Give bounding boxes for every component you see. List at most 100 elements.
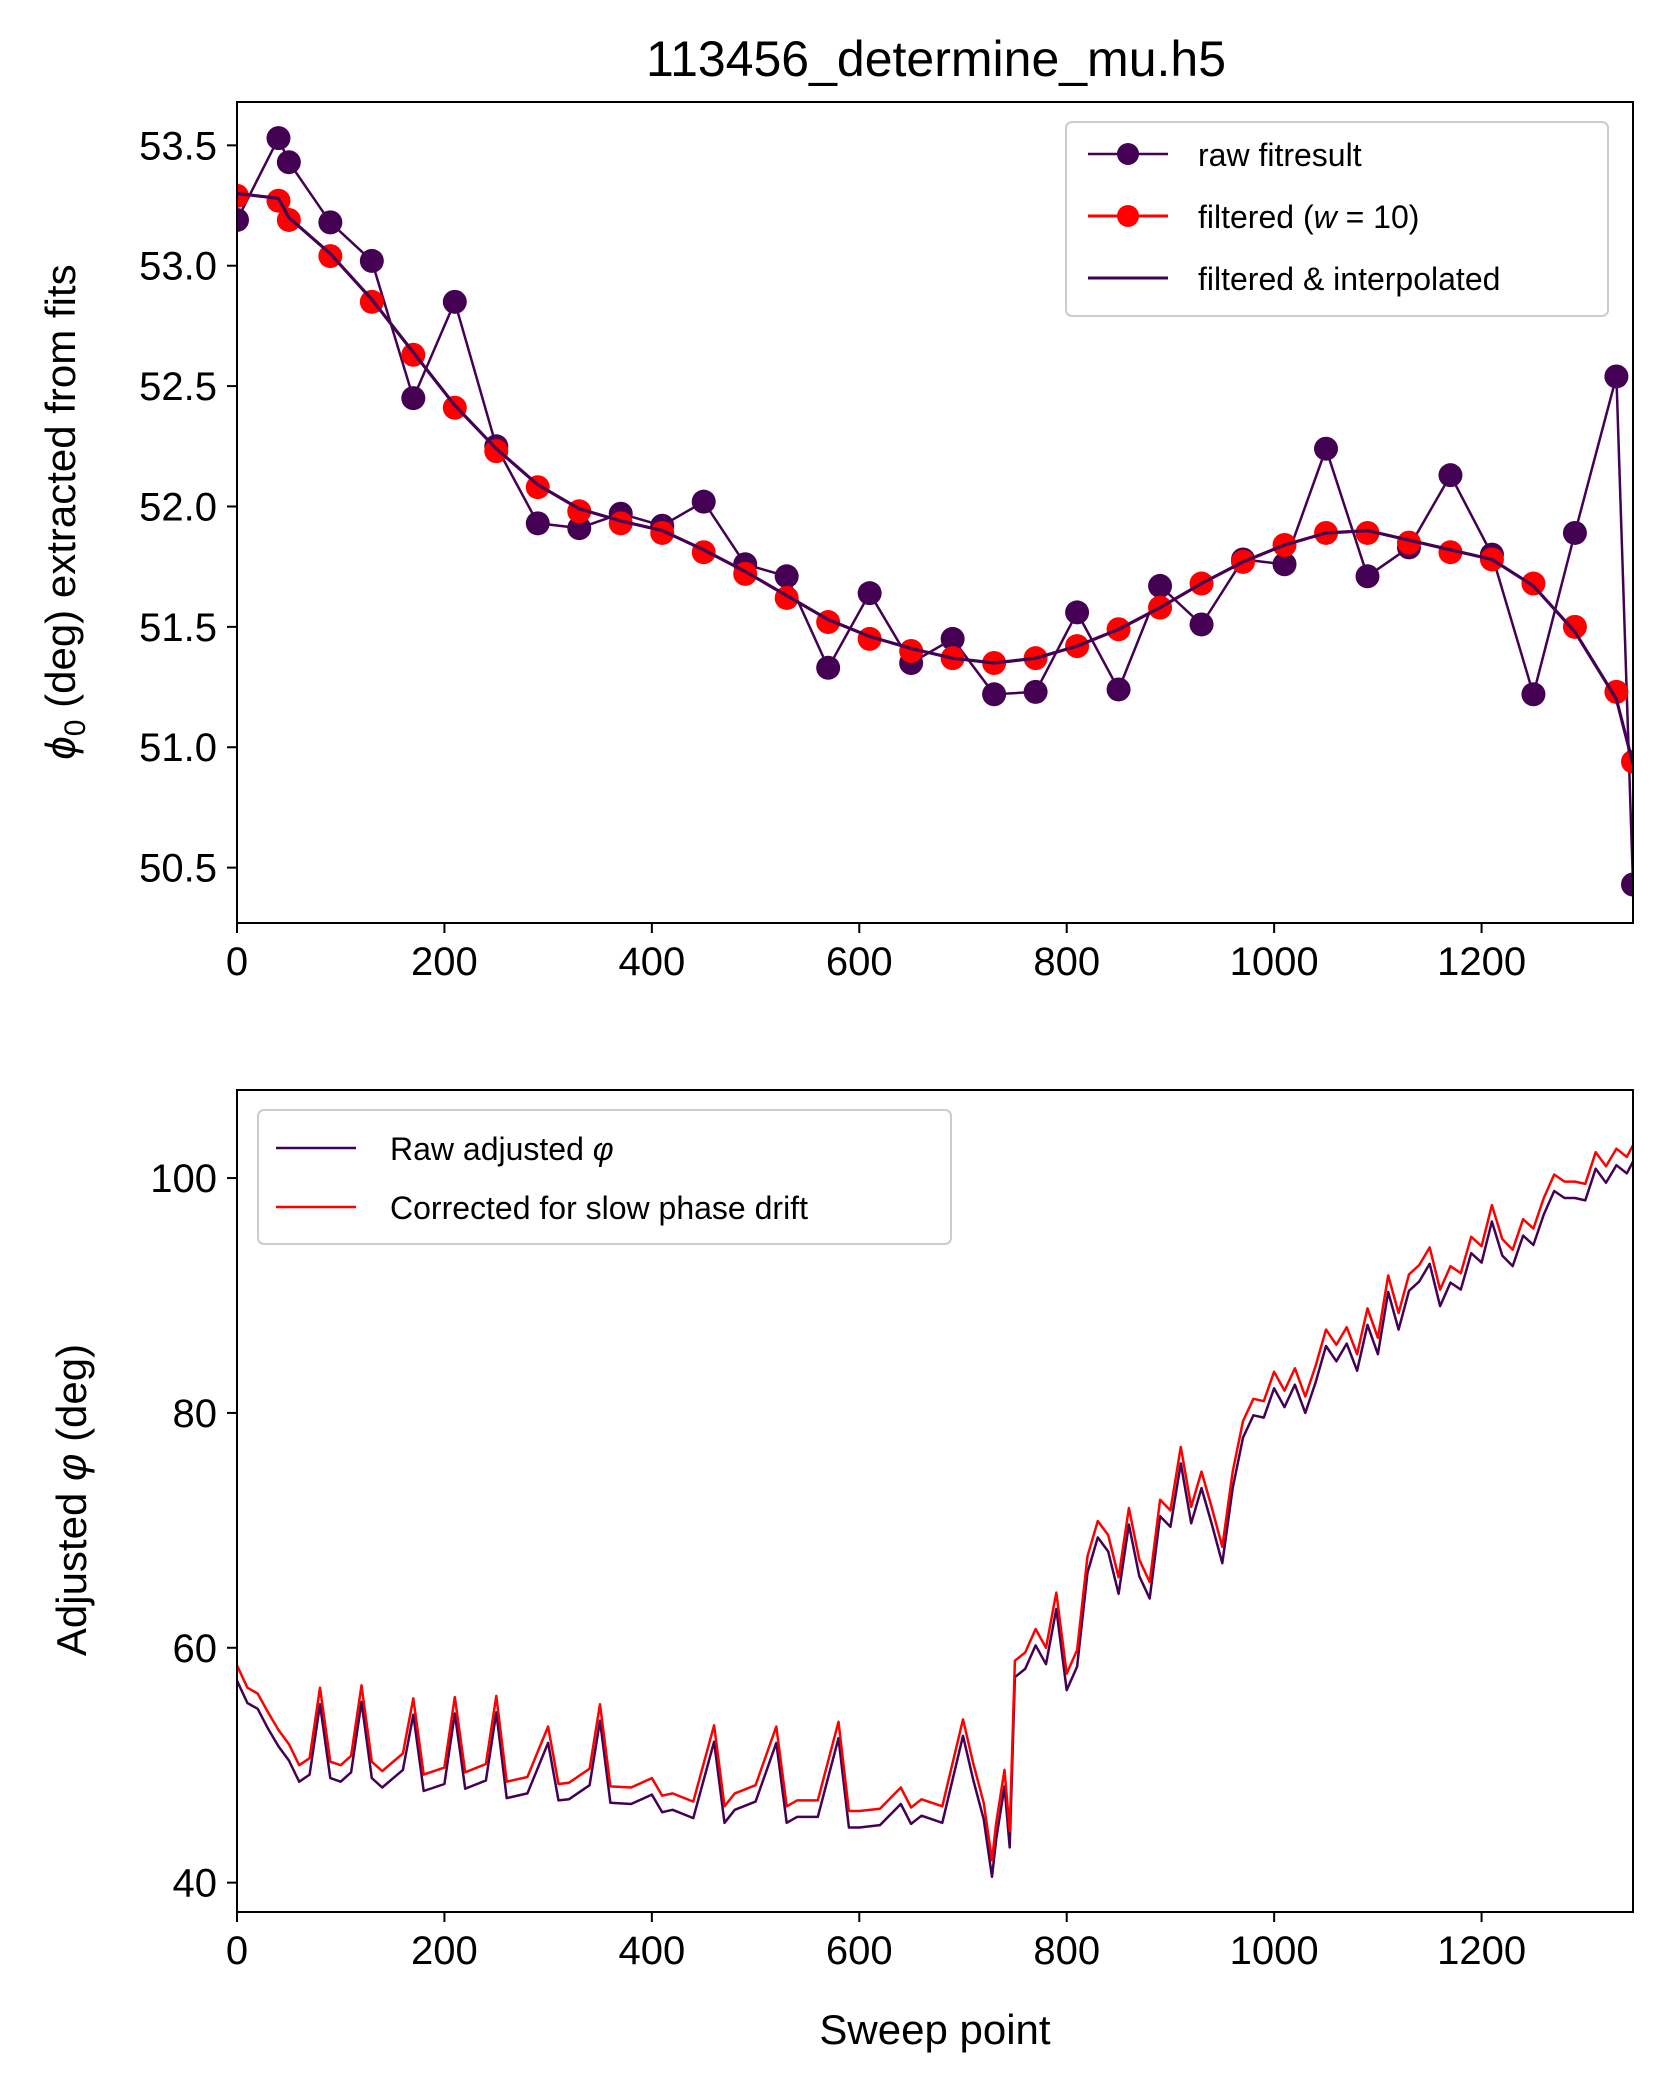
x-tick-label: 200 <box>411 1929 478 1973</box>
x-tick-label: 800 <box>1033 940 1100 984</box>
point-filtered-w-10 <box>1355 520 1380 545</box>
x-tick-label: 600 <box>826 1929 893 1973</box>
point-filtered-w-10 <box>608 511 633 536</box>
bottom-panel-plot-area <box>237 1144 1633 1879</box>
legend-entry-corrected: Corrected for slow phase drift <box>276 1190 808 1226</box>
point-raw-fitresult <box>276 150 301 175</box>
point-raw-fitresult <box>1106 677 1131 702</box>
point-raw-fitresult <box>1621 872 1633 897</box>
x-tick-label: 1000 <box>1230 940 1319 984</box>
x-tick-label: 0 <box>226 1929 248 1973</box>
point-filtered-w-10 <box>1604 679 1629 704</box>
chart-title: 113456_determine_mu.h5 <box>646 31 1226 87</box>
point-raw-fitresult <box>1189 612 1214 637</box>
point-raw-fitresult <box>1355 564 1380 589</box>
point-filtered-w-10 <box>1396 530 1421 555</box>
y-tick-label: 60 <box>173 1627 218 1671</box>
point-raw-fitresult <box>982 682 1007 707</box>
x-tick-label: 600 <box>826 940 893 984</box>
point-filtered-w-10 <box>1562 614 1587 639</box>
legend-entry-raw-fitresult: raw fitresult <box>1088 137 1362 173</box>
legend-marker-filtered <box>1117 205 1139 227</box>
point-raw-fitresult <box>266 126 291 151</box>
point-raw-fitresult <box>525 511 550 536</box>
point-raw-fitresult <box>774 564 799 589</box>
point-filtered-w-10 <box>1521 571 1546 596</box>
legend-label-raw-fitresult: raw fitresult <box>1198 137 1362 173</box>
point-raw-fitresult <box>857 581 882 606</box>
point-raw-fitresult <box>567 516 592 541</box>
y-tick-label: 53.0 <box>139 245 217 289</box>
bottom-panel-x-axis-label: Sweep point <box>819 2006 1050 2053</box>
point-filtered-w-10 <box>691 540 716 565</box>
y-tick-label: 52.0 <box>139 485 217 529</box>
top-panel: 0 200 400 600 800 1000 1200 50.5 51.0 51.5 52.0 52… <box>37 101 1634 984</box>
bottom-panel-legend-box <box>257 1109 952 1245</box>
x-tick-label: 1200 <box>1437 940 1526 984</box>
point-raw-fitresult <box>401 386 426 411</box>
top-panel-y-axis: 50.5 51.0 51.5 52.0 52.5 53.0 53.5 <box>139 124 237 891</box>
point-raw-fitresult <box>318 210 343 235</box>
point-filtered-w-10 <box>237 183 249 208</box>
point-raw-fitresult <box>442 289 467 314</box>
point-raw-fitresult <box>940 626 965 651</box>
x-tick-label: 800 <box>1033 1929 1100 1973</box>
y-tick-label: 80 <box>173 1392 218 1436</box>
y-tick-label: 100 <box>150 1157 217 1201</box>
x-tick-label: 400 <box>618 1929 685 1973</box>
point-raw-fitresult <box>1604 364 1629 389</box>
point-raw-fitresult <box>1314 436 1339 461</box>
legend-label-filtered: filtered (w = 10) <box>1198 199 1419 235</box>
y-tick-label: 51.0 <box>139 726 217 770</box>
series-line-raw-adjusted <box>237 1161 1633 1879</box>
series-line-corrected-for-slow-phase-drift <box>237 1144 1633 1862</box>
point-raw-fitresult <box>1148 573 1173 598</box>
bottom-panel-y-axis-label: Adjusted φ (deg) <box>48 1344 95 1656</box>
point-filtered-w-10 <box>650 520 675 545</box>
bottom-panel: 0 200 400 600 800 1000 1200 40 60 80 100 Sweep po… <box>48 1089 1634 2053</box>
series-line-filtered-interpolated <box>237 191 1633 765</box>
legend-entry-raw-adjusted: Raw adjusted φ <box>276 1131 614 1167</box>
y-tick-label: 40 <box>173 1862 218 1906</box>
point-filtered-w-10 <box>484 439 509 464</box>
top-panel-y-axis-label: ϕ0 (deg) extracted from fits <box>37 264 92 759</box>
point-raw-fitresult <box>1562 520 1587 545</box>
top-panel-plot-area <box>237 126 1633 897</box>
top-panel-x-axis: 0 200 400 600 800 1000 1200 <box>226 923 1526 984</box>
legend-entry-filtered-interpolated: filtered & interpolated <box>1088 261 1500 297</box>
legend-label-corrected: Corrected for slow phase drift <box>390 1190 808 1226</box>
point-filtered-w-10 <box>1438 540 1463 565</box>
top-panel-legend: raw fitresult filtered (w = 10) filtered… <box>1065 121 1609 317</box>
point-raw-fitresult <box>1521 682 1546 707</box>
x-tick-label: 1200 <box>1437 1929 1526 1973</box>
bottom-panel-frame <box>236 1089 1634 1913</box>
point-raw-fitresult <box>237 207 249 232</box>
point-raw-fitresult <box>1438 463 1463 488</box>
x-tick-label: 200 <box>411 940 478 984</box>
point-raw-fitresult <box>816 655 841 680</box>
top-panel-frame <box>236 101 1634 924</box>
point-raw-fitresult <box>1065 600 1090 625</box>
point-raw-fitresult <box>1272 552 1297 577</box>
x-tick-label: 1000 <box>1230 1929 1319 1973</box>
point-filtered-w-10 <box>899 638 924 663</box>
point-filtered-w-10 <box>276 207 301 232</box>
legend-label-filtered-interpolated: filtered & interpolated <box>1198 261 1500 297</box>
top-panel-legend-box <box>1065 121 1609 317</box>
legend-label-raw-adjusted: Raw adjusted φ <box>390 1131 614 1167</box>
point-raw-fitresult <box>1023 679 1048 704</box>
legend-marker-raw <box>1117 143 1139 165</box>
x-tick-label: 0 <box>226 940 248 984</box>
y-tick-label: 53.5 <box>139 124 217 168</box>
x-tick-label: 400 <box>618 940 685 984</box>
bottom-panel-y-axis: 40 60 80 100 <box>150 1157 237 1906</box>
bottom-panel-x-axis: 0 200 400 600 800 1000 1200 <box>226 1912 1526 1973</box>
y-tick-label: 50.5 <box>139 847 217 891</box>
y-tick-label: 52.5 <box>139 365 217 409</box>
legend-entry-filtered: filtered (w = 10) <box>1088 199 1419 235</box>
bottom-panel-legend: Raw adjusted φ Corrected for slow phase … <box>257 1109 952 1245</box>
point-raw-fitresult <box>691 489 716 514</box>
point-raw-fitresult <box>359 248 384 273</box>
y-tick-label: 51.5 <box>139 606 217 650</box>
